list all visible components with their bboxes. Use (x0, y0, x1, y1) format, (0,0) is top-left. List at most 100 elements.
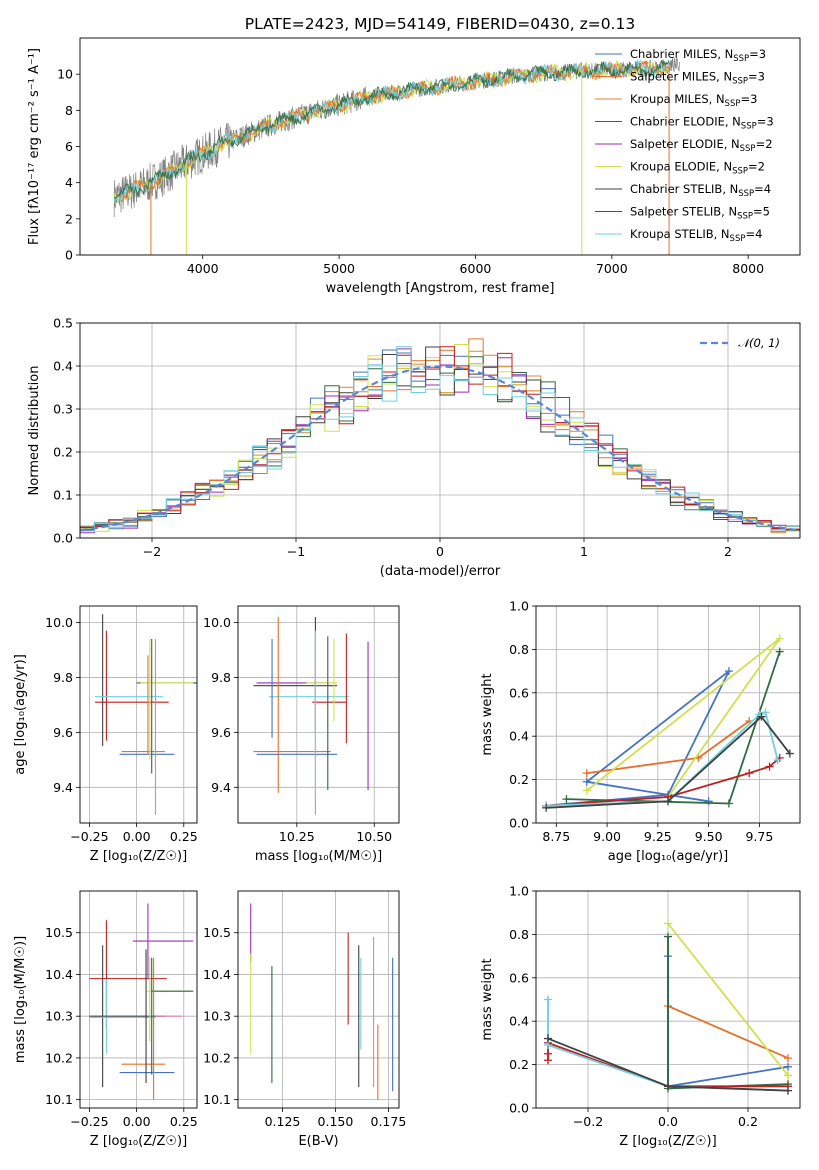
y-axis-label: mass weight (480, 958, 495, 1040)
legend-label: Salpeter STELIB, NSSP=5 (630, 205, 770, 222)
normal-curve (80, 365, 800, 532)
y-tick-label: 8 (65, 103, 73, 118)
age-vs-mass-panel: 10.25 10.50 9.4 9.6 9.8 10.0 mass [log₁₀(M/M☉)… (203, 605, 400, 864)
y-tick-label: 9.6 (211, 725, 231, 740)
y-axis-label: mass weight (480, 673, 495, 755)
axes-frame (237, 890, 400, 1109)
weight-marker (582, 769, 591, 778)
x-tick-label: 0.125 (265, 1114, 301, 1129)
weight-line-chabrier_elodie (667, 936, 789, 1090)
weight-marker (664, 919, 672, 928)
plot-area (542, 634, 794, 812)
legend-label: Chabrier MILES, NSSP=3 (630, 47, 766, 64)
model-spectrum-chabrier_elodie (113, 59, 670, 199)
y-tick-label: 1.0 (509, 884, 529, 899)
y-tick-label: 10.5 (203, 925, 231, 940)
x-axis-label: age [log₁₀(age/yr)] (608, 849, 729, 864)
mass-vs-metallicity-panel: −0.25 0.00 0.25 10.1 10.2 10.3 10.4 10.5 Z [log₁… (13, 890, 198, 1149)
axes-frame (79, 322, 801, 539)
model-spectrum-salpeter_miles (113, 60, 670, 204)
weight-marker (784, 1086, 792, 1095)
y-tick-label: 9.8 (53, 670, 73, 685)
axes-frame (79, 890, 198, 1109)
weight-marker (775, 647, 784, 656)
plot-area (113, 57, 680, 255)
y-tick-label: 4 (65, 175, 73, 190)
plot-area (544, 919, 792, 1095)
age-vs-metallicity-panel: −0.25 0.00 0.25 9.4 9.6 9.8 10.0 Z [log₁₀(Z/Z☉)… (13, 605, 198, 864)
x-tick-label: 2 (724, 544, 732, 559)
x-tick-label: 0.150 (318, 1114, 354, 1129)
y-tick-label: 0.1 (53, 488, 73, 503)
y-tick-label: 9.4 (211, 780, 231, 795)
y-tick-label: 9.8 (211, 670, 231, 685)
weight-marker (544, 1049, 552, 1058)
y-tick-label: 10.3 (203, 1009, 231, 1024)
weight-marker (724, 799, 733, 808)
weight-marker (773, 756, 782, 765)
x-tick-label: 9.25 (644, 829, 672, 844)
model-spectrum-kroupa_elodie (113, 58, 670, 204)
y-tick-label: 10.4 (203, 967, 231, 982)
y-tick-label: 0.6 (509, 685, 529, 700)
weight-marker (784, 1054, 792, 1063)
weight-marker (562, 795, 571, 804)
weight-marker (765, 762, 774, 771)
y-tick-label: 10.4 (45, 967, 73, 982)
x-tick-label: 10.50 (356, 829, 392, 844)
legend-label: Kroupa ELODIE, NSSP=2 (630, 160, 765, 177)
y-tick-label: 10.1 (203, 1092, 231, 1107)
weight-marker (745, 769, 754, 778)
y-tick-label: 10.2 (203, 1050, 231, 1065)
weight-marker (784, 1062, 792, 1071)
y-axis-label: age [log₁₀(age/yr)] (13, 654, 28, 775)
weight-marker (664, 797, 672, 806)
histogram-salpeter_stelib (80, 346, 800, 531)
x-axis-label: Z [log₁₀(Z/Z☉)] (90, 1134, 187, 1149)
y-tick-label: 10.3 (45, 1009, 73, 1024)
x-tick-label: −0.2 (573, 1114, 603, 1129)
axes-frame (535, 890, 801, 1109)
x-tick-label: −0.25 (70, 1114, 108, 1129)
weight-line-kroupa_elodie (667, 922, 789, 1077)
y-tick-label: 10.2 (45, 1050, 73, 1065)
weight-marker (775, 634, 784, 643)
legend-label: Chabrier STELIB, NSSP=4 (630, 182, 771, 199)
axes-frame (79, 605, 198, 824)
y-tick-label: 10 (57, 67, 73, 82)
figure-title: PLATE=2423, MJD=54149, FIBERID=0430, z=0… (245, 15, 635, 33)
y-tick-label: 0.8 (509, 642, 529, 657)
x-tick-label: 10.25 (279, 829, 315, 844)
weight-marker (542, 803, 551, 812)
y-axis-label: mass [log₁₀(M/M☉)] (13, 936, 28, 1063)
x-axis-label: wavelength [Angstrom, rest frame] (326, 281, 555, 296)
weight-vs-age-panel: 8.75 9.00 9.25 9.50 9.75 0.0 0.2 0.4 0.6 0.8 1.0 ag… (480, 599, 801, 864)
x-tick-label: 0.00 (123, 829, 151, 844)
y-tick-label: 0.4 (509, 729, 529, 744)
plot-area (89, 903, 194, 1100)
legend-label: Kroupa MILES, NSSP=3 (630, 92, 757, 109)
x-tick-label: 0 (436, 544, 444, 559)
y-tick-label: 10.0 (203, 615, 231, 630)
y-tick-label: 2 (65, 211, 73, 226)
y-tick-label: 9.4 (53, 780, 73, 795)
weight-line-chabrier_miles (546, 670, 730, 807)
weight-marker (761, 708, 770, 717)
weight-line-salpeter_stelib (546, 757, 781, 807)
x-tick-label: 9.75 (745, 829, 773, 844)
axes-frame (535, 605, 801, 824)
weight-line-chabrier_stelib (546, 715, 791, 809)
plot-area (250, 903, 394, 1100)
y-tick-label: 0 (65, 248, 73, 263)
weight-marker (544, 1034, 552, 1043)
plot-area (95, 614, 197, 815)
y-tick-label: 10.0 (45, 615, 73, 630)
weight-marker (544, 995, 552, 1004)
y-tick-label: 0.0 (509, 816, 529, 831)
plot-area (80, 338, 800, 534)
x-axis-label: E(B-V) (298, 1134, 338, 1149)
y-tick-label: 6 (65, 139, 73, 154)
x-axis-label: (data-model)/error (380, 564, 501, 579)
x-axis-label: Z [log₁₀(Z/Z☉)] (90, 849, 187, 864)
